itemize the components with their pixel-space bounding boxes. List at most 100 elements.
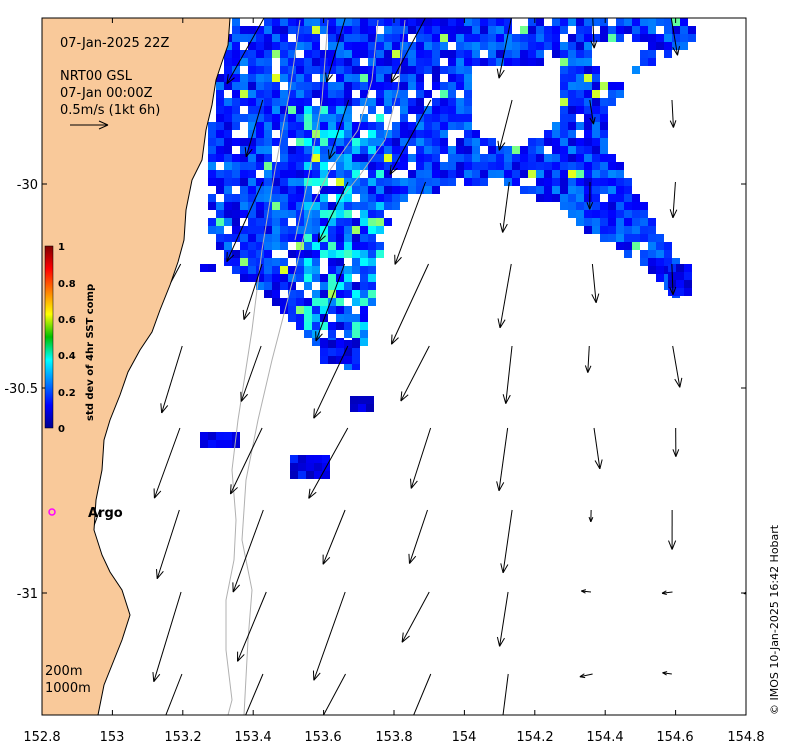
sst-cell <box>232 202 240 210</box>
sst-cell <box>352 348 360 356</box>
sst-cell <box>200 432 208 440</box>
sst-cell <box>592 114 600 122</box>
sst-cell <box>560 170 568 178</box>
sst-cell <box>360 162 368 170</box>
current-arrow <box>590 18 598 49</box>
sst-cell <box>456 82 464 90</box>
sst-cell <box>368 98 376 106</box>
sst-cell <box>280 258 288 266</box>
sst-cell <box>456 114 464 122</box>
current-arrow <box>757 428 764 471</box>
sst-cell <box>328 114 336 122</box>
sst-cell <box>264 282 272 290</box>
sst-cell <box>312 234 320 242</box>
sst-cell <box>408 26 416 34</box>
sst-cell <box>640 34 648 42</box>
sst-cell <box>568 18 576 26</box>
sst-cell <box>344 340 352 348</box>
sst-cell <box>272 258 280 266</box>
sst-cell <box>248 58 256 66</box>
sst-cell <box>552 34 560 42</box>
sst-cell <box>328 340 336 348</box>
sst-cell <box>296 202 304 210</box>
sst-cell <box>368 258 376 266</box>
sst-cell <box>368 274 376 282</box>
sst-cell <box>616 34 624 42</box>
sst-cell <box>248 194 256 202</box>
sst-cell <box>312 18 320 26</box>
sst-cell <box>456 106 464 114</box>
sst-cell <box>320 26 328 34</box>
sst-cell <box>656 34 664 42</box>
sst-cell <box>408 58 416 66</box>
sst-cell <box>600 162 608 170</box>
sst-cell <box>392 146 400 154</box>
current-arrow <box>752 264 758 293</box>
sst-cell <box>432 114 440 122</box>
sst-cell <box>280 18 288 26</box>
sst-cell <box>264 218 272 226</box>
sst-cell <box>376 90 384 98</box>
sst-cell <box>528 138 536 146</box>
sst-cell <box>320 340 328 348</box>
sst-cell <box>416 98 424 106</box>
sst-cell <box>264 186 272 194</box>
sst-cell <box>400 18 408 26</box>
sst-cell <box>600 34 608 42</box>
sst-cell <box>656 42 664 50</box>
current-arrow <box>748 346 757 388</box>
sst-cell <box>336 178 344 186</box>
sst-cell <box>568 162 576 170</box>
sst-cell <box>392 162 400 170</box>
sst-cell <box>360 298 368 306</box>
sst-cell <box>496 18 504 26</box>
sst-cell <box>352 242 360 250</box>
sst-cell <box>384 26 392 34</box>
sst-cell <box>536 162 544 170</box>
sst-cell <box>368 298 376 306</box>
x-tick-label: 153 <box>100 730 125 745</box>
sst-cell <box>288 106 296 114</box>
sst-cell <box>350 396 358 404</box>
sst-cell <box>312 266 320 274</box>
sst-cell <box>304 106 312 114</box>
sst-cell <box>640 258 648 266</box>
sst-cell <box>512 58 520 66</box>
sst-cell <box>464 138 472 146</box>
sst-cell <box>408 42 416 50</box>
sst-cell <box>296 26 304 34</box>
sst-cell <box>280 50 288 58</box>
sst-cell <box>416 162 424 170</box>
sst-cell <box>616 194 624 202</box>
colorbar-tick: 0 <box>58 424 65 435</box>
sst-cell <box>304 258 312 266</box>
sst-cell <box>416 178 424 186</box>
colorbar: 1 0.8 0.6 0.4 0.2 0 std dev of 4hr SST c… <box>44 242 96 435</box>
sst-cell <box>384 34 392 42</box>
sst-cell <box>440 162 448 170</box>
sst-cell <box>288 202 296 210</box>
sst-cell <box>280 106 288 114</box>
sst-cell <box>616 202 624 210</box>
current-arrow <box>232 509 264 593</box>
sst-cell <box>360 226 368 234</box>
sst-cell <box>668 280 676 288</box>
current-arrow <box>584 345 592 373</box>
sst-cell <box>376 154 384 162</box>
current-arrow <box>394 181 426 265</box>
sst-cell <box>360 210 368 218</box>
current-arrow <box>313 345 349 419</box>
current-arrow <box>401 591 430 643</box>
sst-cell <box>568 58 576 66</box>
sst-cell <box>256 58 264 66</box>
sst-cell <box>576 170 584 178</box>
sst-cell <box>400 90 408 98</box>
sst-cell <box>368 106 376 114</box>
sst-cell <box>344 290 352 298</box>
sst-cell <box>288 314 296 322</box>
sst-cell <box>416 82 424 90</box>
sst-cell <box>520 50 528 58</box>
sst-cell <box>608 170 616 178</box>
current-arrow <box>500 509 513 574</box>
sst-cell <box>208 122 216 130</box>
